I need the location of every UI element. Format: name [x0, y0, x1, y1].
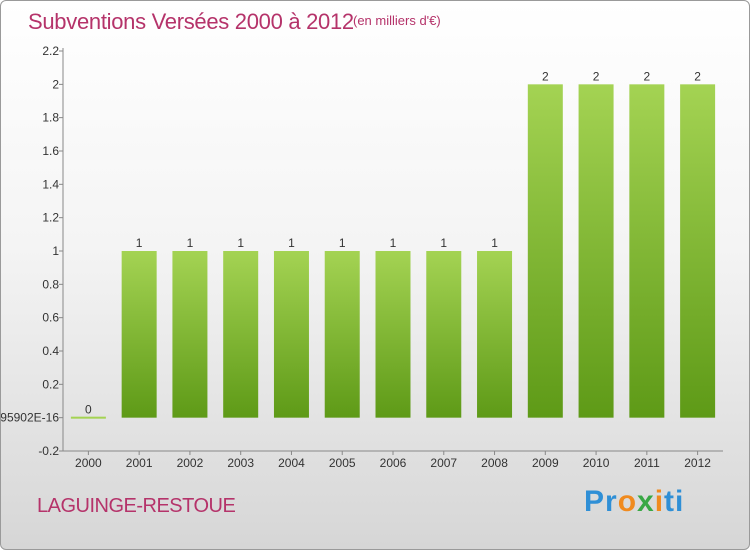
bar-2004: [273, 251, 309, 418]
y-tick-label: -1.5265566588595902E-16: [1, 411, 59, 425]
logo-part-4: i: [654, 485, 665, 518]
data-label-2007: 1: [440, 236, 447, 250]
x-tick-label-2010: 2010: [583, 456, 610, 470]
bar-2006: [375, 251, 411, 418]
data-label-2004: 1: [288, 236, 295, 250]
y-tick-label: -0.2: [38, 444, 59, 458]
bar-2011: [629, 84, 665, 418]
bar-2000: [70, 416, 106, 419]
data-label-2009: 2: [542, 69, 549, 83]
chart-title: Subventions Versées 2000 à 2012: [28, 9, 354, 34]
y-axis-ticks: -0.2 -1.5265566588595902E-16 0.2 0.4 0.6 0.8 1…: [1, 44, 59, 458]
bar-2001: [121, 251, 157, 418]
data-label-2002: 1: [187, 236, 194, 250]
unit-label: (en milliers d'€): [353, 13, 441, 28]
bar-2012: [680, 84, 716, 418]
y-tick-label: 1: [52, 244, 59, 258]
x-tick-label-2009: 2009: [532, 456, 559, 470]
axes: [59, 48, 723, 455]
x-tick-label-2007: 2007: [430, 456, 457, 470]
x-tick-label-2004: 2004: [278, 456, 305, 470]
bar-2002: [172, 251, 208, 418]
data-label-2011: 2: [644, 69, 651, 83]
logo-part-1: Pr: [584, 485, 618, 518]
bar-2010: [578, 84, 614, 418]
data-label-2006: 1: [390, 236, 397, 250]
x-tick-label-2012: 2012: [684, 456, 711, 470]
y-tick-label: 1.4: [42, 177, 59, 191]
y-tick-label: 1.2: [42, 211, 59, 225]
data-label-2010: 2: [593, 69, 600, 83]
proxiti-logo: Proxiti: [584, 485, 684, 519]
x-tick-label-2006: 2006: [380, 456, 407, 470]
logo-part-5: ti: [664, 485, 685, 518]
data-label-2000: 0: [85, 403, 92, 417]
y-tick-label: 0.2: [42, 377, 59, 391]
y-tick-label: 2.2: [42, 44, 59, 58]
bars: [70, 84, 716, 419]
bar-2007: [426, 251, 462, 418]
x-tick-label-2001: 2001: [126, 456, 153, 470]
y-tick-label: 0.6: [42, 311, 59, 325]
x-tick-label-2008: 2008: [481, 456, 508, 470]
data-label-2005: 1: [339, 236, 346, 250]
data-labels: 0 1 1 1 1 1 1 1 1 2 2 2 2: [85, 69, 701, 416]
data-label-2001: 1: [136, 236, 143, 250]
y-tick-label: 1.6: [42, 144, 59, 158]
bar-2009: [527, 84, 563, 418]
x-axis-ticks: 2000 2001 2002 2003 2004 2005 2006 2007 2008 2009…: [75, 456, 711, 470]
logo-part-2: o: [617, 485, 638, 518]
data-label-2008: 1: [491, 236, 498, 250]
x-tick-label-2000: 2000: [75, 456, 102, 470]
x-tick-label-2011: 2011: [634, 456, 660, 470]
data-label-2012: 2: [694, 69, 701, 83]
logo-part-3: x: [637, 485, 655, 518]
bar-2005: [324, 251, 360, 418]
commune-name: LAGUINGE-RESTOUE: [37, 495, 236, 517]
x-tick-label-2002: 2002: [177, 456, 204, 470]
data-label-2003: 1: [237, 236, 244, 250]
y-tick-label: 1.8: [42, 111, 59, 125]
x-tick-label-2005: 2005: [329, 456, 356, 470]
y-tick-label: 0.4: [42, 344, 59, 358]
y-tick-label: 0.8: [42, 277, 59, 291]
bar-2003: [223, 251, 259, 418]
x-tick-label-2003: 2003: [227, 456, 254, 470]
y-tick-label: 2: [52, 77, 59, 91]
bar-2008: [477, 251, 513, 418]
